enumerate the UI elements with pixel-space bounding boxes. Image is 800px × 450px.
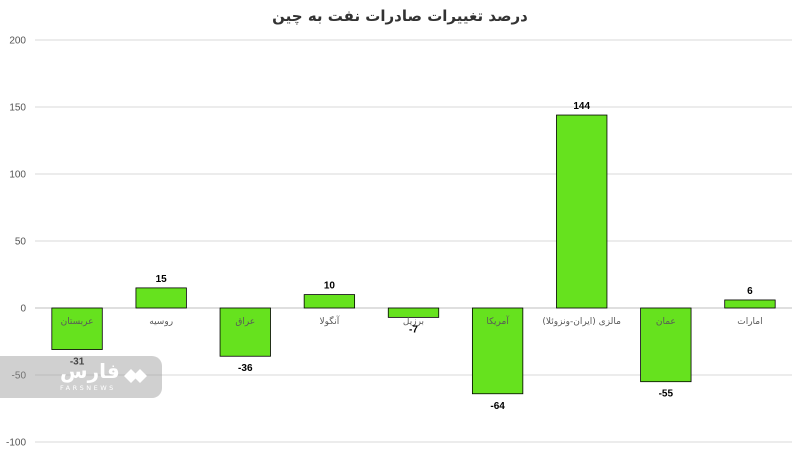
category-label: عراق xyxy=(235,317,255,327)
y-tick-label: -50 xyxy=(12,371,27,382)
bar xyxy=(556,114,608,309)
watermark-logo-text: فارس xyxy=(60,359,120,383)
data-label: -7 xyxy=(409,324,418,335)
y-tick-label: 150 xyxy=(9,103,26,114)
bar xyxy=(219,307,271,357)
category-labels: عربستان روسیه عراق آنگولا برزیل آمریکا مالزی (… xyxy=(61,315,763,327)
bars xyxy=(51,114,776,395)
y-tick-label: -100 xyxy=(6,438,26,449)
y-tick-label: 100 xyxy=(9,170,26,181)
watermark-sub-text: FARSNEWS xyxy=(60,384,116,392)
category-label: امارات xyxy=(737,317,762,327)
data-labels: -31 15 -36 10 -7 -64 144 -55 6 xyxy=(70,101,753,412)
category-label: آمریکا xyxy=(486,315,509,327)
data-label: -55 xyxy=(659,389,674,400)
bar xyxy=(387,307,440,318)
category-label: روسیه xyxy=(149,317,173,327)
bar xyxy=(724,299,776,309)
gridlines xyxy=(35,39,792,443)
chart-title: درصد تغییرات صادرات نفت به چین xyxy=(272,7,528,25)
data-label: -31 xyxy=(70,357,85,368)
data-label: 15 xyxy=(156,274,168,285)
farsnews-watermark: فارس FARSNEWS xyxy=(0,356,162,398)
data-label: -64 xyxy=(490,401,505,412)
data-label: 10 xyxy=(324,281,336,292)
bar xyxy=(471,307,524,395)
bar xyxy=(135,287,187,309)
data-label: 6 xyxy=(747,286,753,297)
category-label: عربستان xyxy=(61,317,94,327)
y-axis-tick-labels: -100 -50 0 50 100 150 200 xyxy=(6,36,26,449)
data-label: -36 xyxy=(238,363,253,374)
farsnews-logo-icon xyxy=(124,369,147,383)
data-label: 144 xyxy=(573,101,590,112)
y-tick-label: 0 xyxy=(20,304,26,315)
bar xyxy=(51,307,103,350)
bar xyxy=(303,294,356,309)
category-label: آنگولا xyxy=(320,315,340,327)
y-tick-label: 50 xyxy=(15,237,27,248)
category-label: برزیل xyxy=(403,317,424,327)
bar xyxy=(640,307,692,383)
y-tick-label: 200 xyxy=(9,36,26,47)
category-label: عمان xyxy=(656,317,676,327)
category-label: مالزی (ایران-ونزوئلا) xyxy=(542,317,621,327)
